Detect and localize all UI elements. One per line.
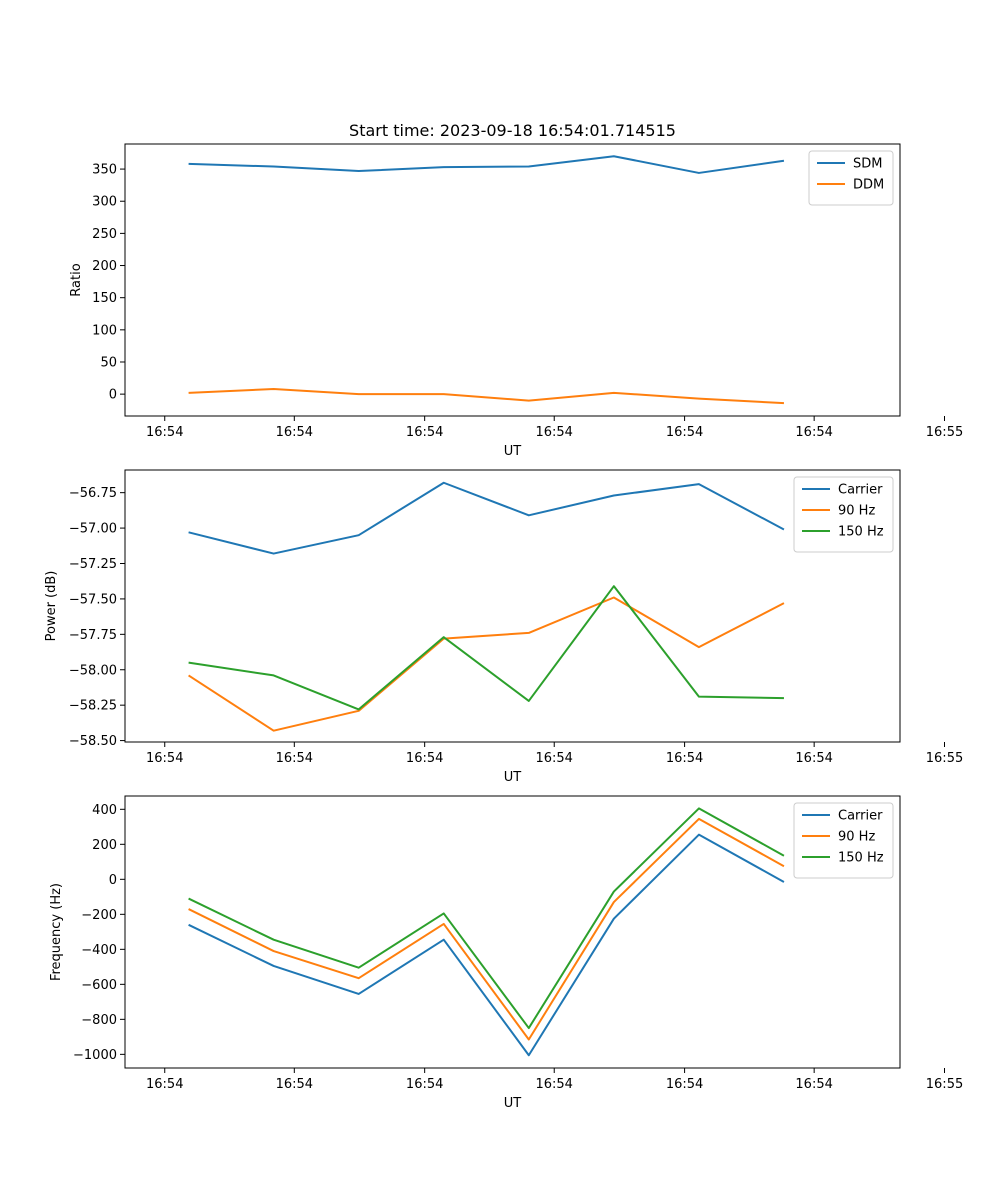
y-tick-label: −58.25: [69, 699, 117, 714]
y-tick-label: −200: [81, 908, 117, 923]
legend-label: SDM: [853, 157, 882, 172]
x-tick-label: 16:54: [276, 425, 313, 440]
y-tick-label: −57.25: [69, 557, 117, 572]
y-tick-label: −58.50: [69, 734, 117, 749]
legend-label: Carrier: [838, 809, 883, 824]
x-axis-label: UT: [504, 770, 522, 785]
series-line-sdm: [188, 155, 785, 174]
y-axis-label: Ratio: [69, 263, 84, 296]
chart-3: 16:54 16:54 16:54 16:54 16:54 16:54 16:55 −1000…: [49, 795, 963, 1111]
legend-box: [793, 802, 894, 879]
y-tick-label: 0: [109, 873, 117, 888]
y-tick-label: 300: [92, 195, 117, 210]
chart-2: 16:54 16:54 16:54 16:54 16:54 16:54 16:55 −58.5…: [44, 469, 963, 785]
axes-frame: [124, 795, 901, 1069]
y-axis-label: Frequency (Hz): [49, 883, 64, 981]
y-tick-label: −57.00: [69, 522, 117, 537]
y-tick-label: −57.50: [69, 592, 117, 607]
chart-1: 16:54 16:54 16:54 16:54 16:54 16:54 16:55 0 50 10…: [69, 121, 963, 459]
series-line-carrier: [188, 833, 785, 1057]
y-tick-label: 200: [92, 259, 117, 274]
series-line-carrier: [188, 481, 785, 555]
x-tick-label: 16:54: [146, 1077, 183, 1092]
x-tick-label: 16:54: [535, 1077, 572, 1092]
y-tick-label: 0: [109, 388, 117, 403]
y-tick-label: 400: [92, 803, 117, 818]
legend-label: 150 Hz: [838, 525, 884, 540]
x-tick-label: 16:54: [276, 751, 313, 766]
legend: Carrier 90 Hz 150 Hz: [793, 476, 894, 553]
x-tick-label: 16:54: [406, 425, 443, 440]
y-tick-label: 50: [100, 355, 117, 370]
y-tick-label: −58.00: [69, 663, 117, 678]
y-tick-label: 200: [92, 838, 117, 853]
x-tick-label: 16:55: [926, 751, 963, 766]
x-tick-label: 16:54: [535, 425, 572, 440]
y-tick-label: −600: [81, 978, 117, 993]
legend: SDM DDM: [808, 150, 894, 206]
axes-frame: [124, 143, 901, 417]
x-tick-label: 16:54: [535, 751, 572, 766]
x-tick-label: 16:55: [926, 1077, 963, 1092]
y-tick-label: −56.75: [69, 486, 117, 501]
y-tick-label: −800: [81, 1013, 117, 1028]
legend-label: 150 Hz: [838, 851, 884, 866]
legend-box: [793, 476, 894, 553]
y-tick-label: −400: [81, 943, 117, 958]
x-tick-label: 16:54: [666, 1077, 703, 1092]
legend-box: [808, 150, 894, 206]
x-tick-label: 16:54: [146, 751, 183, 766]
legend-label: DDM: [853, 178, 884, 193]
legend-label: Carrier: [838, 483, 883, 498]
y-axis-label: Power (dB): [44, 571, 59, 642]
series-line-90-hz: [188, 817, 785, 1041]
x-tick-label: 16:54: [795, 425, 832, 440]
axes-frame: [124, 469, 901, 743]
x-tick-label: 16:54: [146, 425, 183, 440]
x-tick-label: 16:54: [406, 751, 443, 766]
y-tick-label: 350: [92, 163, 117, 178]
legend-label: 90 Hz: [838, 830, 875, 845]
legend: Carrier 90 Hz 150 Hz: [793, 802, 894, 879]
x-axis-label: UT: [504, 444, 522, 459]
y-tick-label: −57.75: [69, 628, 117, 643]
x-tick-label: 16:54: [795, 1077, 832, 1092]
chart-title: Start time: 2023-09-18 16:54:01.714515: [349, 121, 676, 140]
series-line-150-hz: [188, 585, 784, 711]
x-tick-label: 16:54: [666, 425, 703, 440]
x-tick-label: 16:54: [795, 751, 832, 766]
x-tick-label: 16:54: [406, 1077, 443, 1092]
series-line-90-hz: [188, 596, 785, 732]
x-tick-label: 16:54: [666, 751, 703, 766]
x-tick-label: 16:54: [276, 1077, 313, 1092]
x-tick-label: 16:55: [926, 425, 963, 440]
x-axis-label: UT: [504, 1096, 522, 1111]
y-tick-label: 250: [92, 227, 117, 242]
y-tick-label: 150: [92, 291, 117, 306]
series-line-150-hz: [188, 807, 785, 1030]
y-tick-label: 100: [92, 323, 117, 338]
y-tick-label: −1000: [73, 1048, 117, 1063]
legend-label: 90 Hz: [838, 504, 875, 519]
series-line-ddm: [188, 387, 785, 405]
